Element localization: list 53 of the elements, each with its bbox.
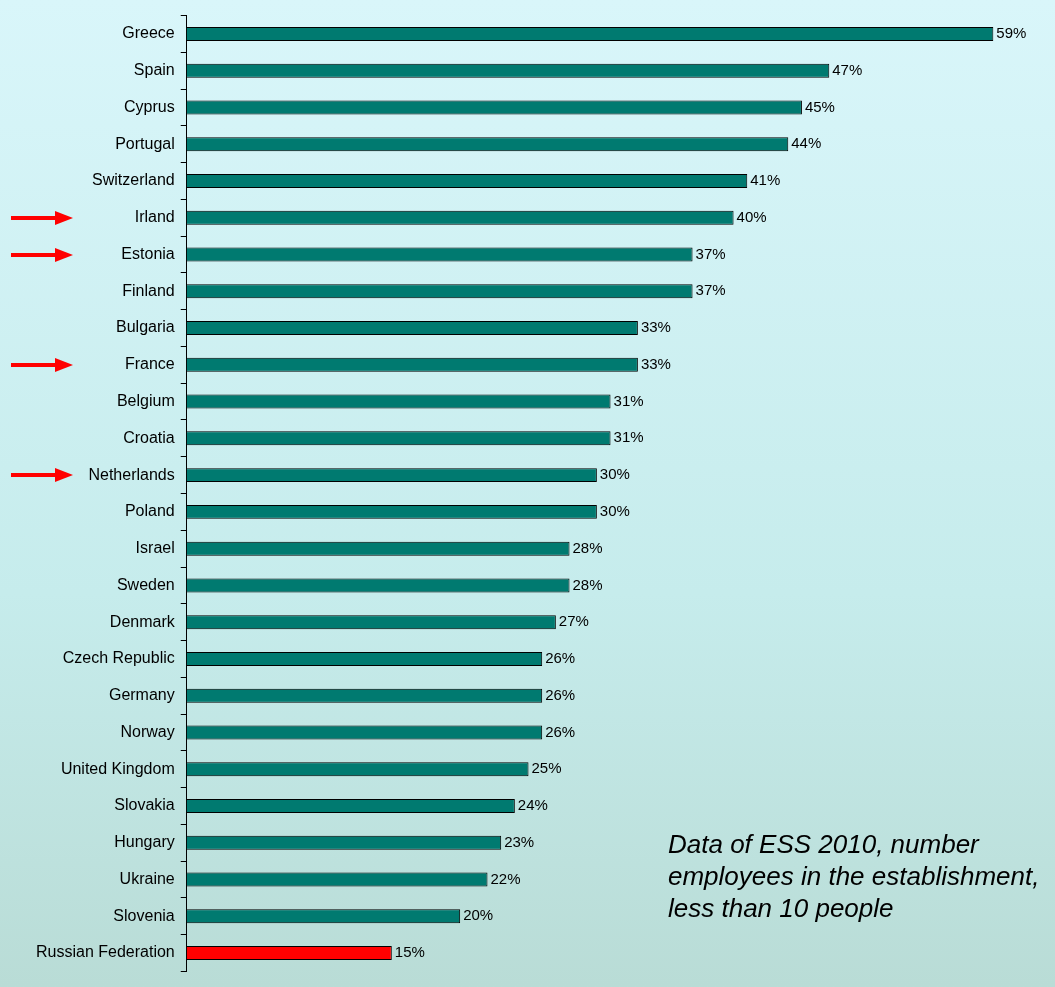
y-tick-label: Cyprus (124, 97, 175, 115)
y-tick-label: Belgium (116, 392, 175, 409)
data-label: 41% (750, 171, 781, 189)
data-label: 20% (463, 906, 494, 924)
y-tick-label: Bulgaria (116, 318, 175, 336)
data-label: 23% (504, 832, 535, 850)
y-tick-label: Norway (120, 722, 175, 740)
data-label: 37% (695, 281, 726, 299)
data-label: 47% (832, 60, 863, 78)
data-label: 40% (736, 207, 767, 225)
annotation: Data of ESS 2010, number employees in the establishment, less than 10 people (668, 828, 1041, 924)
y-tick-label: Irland (134, 208, 175, 226)
data-label: 44% (791, 134, 822, 152)
y-tick-label: Spain (133, 61, 175, 79)
y-tick-label: Hungary (114, 833, 175, 851)
y-tick-label: Finland (122, 281, 175, 299)
y-tick-label: Israel (135, 539, 175, 557)
y-tick-label: France (124, 355, 175, 373)
y-tick-label: Switzerland (92, 171, 175, 189)
data-label: 27% (558, 612, 589, 630)
data-label: 15% (394, 943, 425, 961)
data-label: 59% (996, 24, 1027, 42)
y-tick-label: Ukraine (119, 869, 175, 887)
data-label: 33% (640, 318, 671, 336)
data-label: 31% (613, 428, 644, 446)
data-label: 37% (695, 244, 726, 262)
data-label: 26% (545, 722, 576, 740)
y-tick-label: Denmark (109, 612, 176, 630)
data-label: 45% (804, 97, 835, 115)
y-tick-label: Netherlands (88, 465, 175, 483)
y-tick-label: Poland (124, 502, 175, 520)
y-tick-label: Russian Federation (35, 943, 175, 961)
y-tick-label: Greece (122, 24, 175, 42)
data-label: 31% (613, 391, 644, 409)
y-tick-label: Croatia (123, 428, 175, 446)
data-label: 28% (572, 538, 603, 556)
data-label: 30% (599, 465, 630, 483)
data-label: 30% (599, 502, 630, 520)
y-tick-label: Sweden (116, 575, 175, 593)
y-tick-label: Slovakia (114, 796, 175, 814)
data-label: 25% (531, 759, 562, 777)
data-label: 26% (545, 649, 576, 667)
data-label: 33% (640, 354, 671, 372)
data-label: 22% (490, 869, 521, 887)
y-tick-label: Estonia (121, 244, 175, 262)
y-tick-label: Slovenia (113, 906, 175, 924)
data-label: 26% (545, 685, 576, 703)
y-tick-label: Czech Republic (62, 649, 175, 667)
y-tick-label: Germany (108, 686, 175, 704)
data-label: 28% (572, 575, 603, 593)
data-label: 24% (517, 796, 548, 814)
y-tick-label: Portugal (115, 134, 175, 152)
y-tick-label: United Kingdom (60, 759, 175, 777)
